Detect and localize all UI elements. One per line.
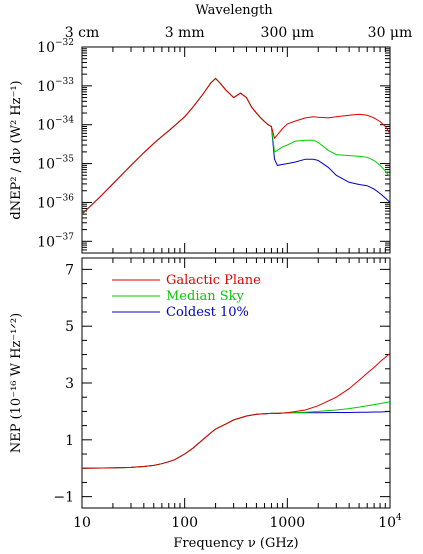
series-line-coldest-10- <box>81 410 391 469</box>
y-tick-label: 10−34 <box>37 116 74 134</box>
series-line-galactic-plane <box>81 352 391 469</box>
wavelength-tick-label: 300 μm <box>261 25 315 41</box>
wavelength-tick-label: 3 mm <box>165 25 205 41</box>
y-tick-label: −1 <box>53 490 74 506</box>
y-tick-label: 10−33 <box>37 77 74 95</box>
y-tick-label: 10−35 <box>37 155 74 173</box>
y-tick-label: 1 <box>65 433 74 449</box>
x-tick-label: 1000 <box>270 515 306 531</box>
y-tick-label: 10−36 <box>37 193 74 211</box>
top-panel: 10−32 10−33 10−34 10−35 10−36 10−37 3 cm 3 mm 30… <box>9 25 412 254</box>
legend-label: Median Sky <box>166 289 245 304</box>
x-tick-label: 10 <box>73 515 91 531</box>
bottom-panel-series <box>81 352 391 469</box>
top-panel-ticks <box>81 46 390 253</box>
legend-label: Galactic Plane <box>166 273 261 288</box>
top-panel-series <box>81 77 391 215</box>
y-tick-label: 5 <box>65 319 74 335</box>
wavelength-tick-label: 3 cm <box>65 25 99 41</box>
top-axis-title: Wavelength <box>195 3 273 18</box>
x-tick-label: 100 <box>171 515 198 531</box>
bottom-panel: −1 1 3 5 7 10 100 1000 104 Galactic PlaneMedian … <box>9 257 402 551</box>
wavelength-tick-label: 30 μm <box>368 25 413 41</box>
y-tick-label: 3 <box>65 376 74 392</box>
top-panel-labels: 10−32 10−33 10−34 10−35 10−36 10−37 3 cm 3 mm 30… <box>37 25 412 250</box>
series-line-median-sky <box>81 401 391 469</box>
y-tick-label: 10−37 <box>37 232 74 250</box>
top-y-axis-label: dNEP² / dν (W² Hz⁻¹) <box>9 80 24 219</box>
y-tick-label: 10−32 <box>37 38 74 56</box>
y-tick-label: 7 <box>65 262 74 278</box>
bottom-panel-labels: −1 1 3 5 7 10 100 1000 104 <box>53 262 402 531</box>
series-line-median-sky <box>81 77 391 215</box>
series-line-coldest-10- <box>81 77 391 215</box>
x-tick-label: 104 <box>378 513 402 531</box>
x-axis-label: Frequency ν (GHz) <box>173 536 298 551</box>
bottom-y-axis-label: NEP (10⁻¹⁶ W Hz⁻¹ᐟ²) <box>9 313 24 453</box>
top-panel-frame <box>81 46 391 254</box>
series-line-galactic-plane <box>81 77 391 215</box>
legend-label: Coldest 10% <box>166 305 249 320</box>
